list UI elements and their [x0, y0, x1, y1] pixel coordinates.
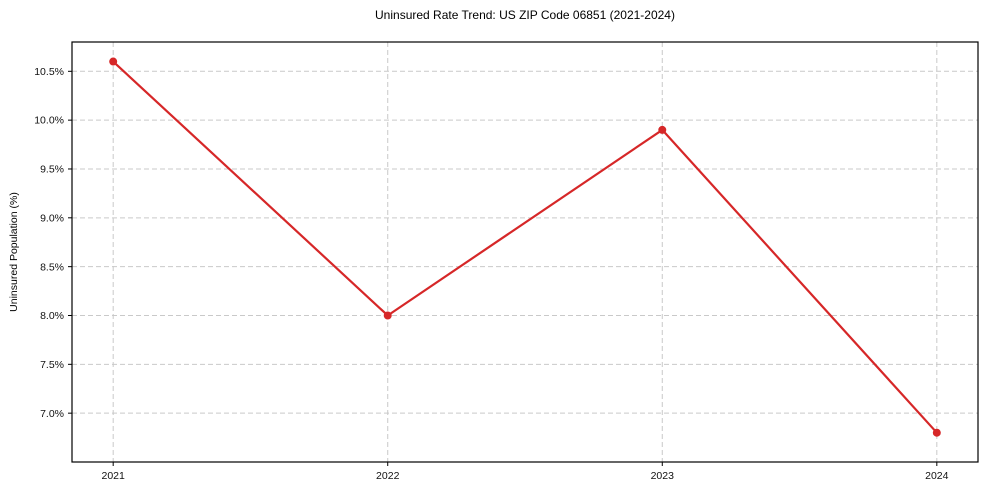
y-tick-label: 8.5%	[40, 261, 64, 273]
y-tick-label: 8.0%	[40, 310, 64, 322]
data-point-marker	[109, 57, 118, 66]
x-tick-label: 2024	[925, 470, 949, 482]
data-point-marker	[383, 311, 392, 320]
y-tick-label: 7.0%	[40, 408, 64, 420]
chart-title: Uninsured Rate Trend: US ZIP Code 06851 …	[375, 8, 675, 22]
data-point-marker	[932, 428, 941, 437]
trend-line	[112, 60, 938, 434]
x-tick-label: 2022	[376, 470, 400, 482]
y-tick-label: 7.5%	[40, 359, 64, 371]
x-tick-label: 2021	[102, 470, 126, 482]
y-tick-label: 9.0%	[40, 212, 64, 224]
y-tick-label: 10.5%	[34, 66, 64, 78]
y-tick-label: 10.0%	[34, 115, 64, 127]
plot-border	[71, 41, 979, 463]
data-point-marker	[658, 125, 667, 134]
x-tick-label: 2023	[651, 470, 675, 482]
y-tick-label: 9.5%	[40, 164, 64, 176]
